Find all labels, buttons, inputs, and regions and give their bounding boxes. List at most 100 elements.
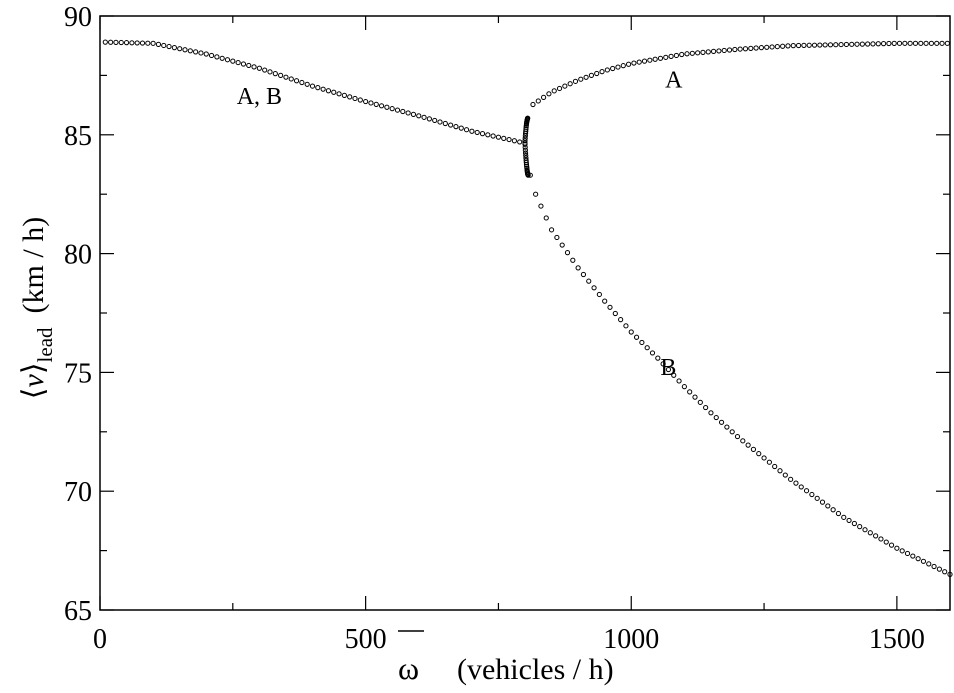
curve-annotation: B <box>660 355 676 381</box>
y-tick-label: 80 <box>64 240 92 271</box>
data-point <box>647 57 653 63</box>
curve-annotation: A, B <box>237 84 282 110</box>
data-point <box>523 161 530 168</box>
y-tick-label: 70 <box>64 477 92 508</box>
data-point <box>947 571 953 577</box>
data-point <box>798 484 804 490</box>
data-point <box>785 43 791 49</box>
x-tick-label: 0 <box>93 624 107 655</box>
data-point <box>171 45 177 51</box>
data-point <box>400 108 406 115</box>
data-point <box>817 42 823 48</box>
data-point <box>628 329 634 335</box>
x-axis-unit: (vehicles / h) <box>457 653 614 686</box>
data-point <box>262 67 268 73</box>
data-point <box>944 40 950 46</box>
data-point <box>801 42 807 49</box>
data-point <box>562 83 568 89</box>
data-point <box>753 45 759 51</box>
data-point <box>883 539 889 545</box>
data-point <box>849 41 855 47</box>
data-point <box>384 104 390 110</box>
data-point <box>394 107 401 113</box>
data-point <box>607 304 613 310</box>
data-point <box>490 133 496 139</box>
data-point <box>835 510 842 517</box>
data-point <box>695 50 701 56</box>
data-point <box>564 250 571 256</box>
data-point <box>907 40 913 46</box>
data-point <box>623 323 629 329</box>
data-point <box>803 488 810 494</box>
data-point <box>272 71 278 77</box>
data-point <box>551 88 557 94</box>
data-point <box>671 372 677 378</box>
data-point <box>766 459 772 465</box>
data-point <box>357 97 363 103</box>
data-point <box>341 92 347 98</box>
data-point <box>769 44 775 50</box>
data-point <box>208 52 215 59</box>
data-point <box>580 271 587 278</box>
data-point <box>750 446 757 452</box>
data-point <box>732 46 738 53</box>
y-axis-label: ⟨v⟩lead (km / h) <box>17 217 57 399</box>
data-point <box>668 53 674 59</box>
y-axis-unit: (km / h) <box>17 217 50 314</box>
data-point <box>352 95 358 102</box>
x-axis-symbol: ω <box>398 650 419 686</box>
data-point <box>631 60 637 66</box>
data-point <box>846 517 852 524</box>
data-point <box>315 85 321 91</box>
data-point <box>182 47 188 53</box>
data-point <box>224 57 231 63</box>
data-point <box>187 48 193 54</box>
data-point <box>129 40 135 46</box>
data-point <box>523 152 529 159</box>
data-point <box>320 86 326 92</box>
data-point <box>102 39 108 45</box>
data-point <box>256 65 262 71</box>
data-point <box>620 63 626 69</box>
data-point <box>859 41 865 47</box>
data-point <box>652 56 658 62</box>
data-point <box>700 49 706 55</box>
data-point <box>814 495 820 501</box>
data-point <box>862 527 868 533</box>
annotations: A, B A B <box>237 67 683 380</box>
data-point <box>442 120 448 127</box>
data-point <box>830 507 836 513</box>
data-point <box>780 43 786 49</box>
data-point <box>575 265 581 271</box>
data-point <box>453 124 459 130</box>
data-point <box>437 119 443 125</box>
data-point <box>718 419 725 425</box>
data-point <box>639 339 645 346</box>
data-point <box>347 94 353 100</box>
data-point <box>155 41 162 47</box>
data-point <box>309 83 316 89</box>
data-point <box>495 134 502 140</box>
data-point <box>867 530 873 536</box>
data-point <box>713 414 719 421</box>
data-point <box>594 70 600 77</box>
data-point <box>618 317 624 323</box>
data-point <box>299 79 305 86</box>
data-point <box>641 58 648 64</box>
data-point <box>599 69 605 75</box>
data-point <box>758 45 765 51</box>
data-point <box>522 141 528 147</box>
data-point <box>278 72 284 79</box>
data-point <box>809 491 815 498</box>
y-tick-label: 90 <box>64 2 92 33</box>
data-point <box>240 61 247 67</box>
data-point <box>368 100 374 106</box>
data-point <box>782 472 788 478</box>
data-point <box>625 61 632 67</box>
data-point <box>636 59 642 65</box>
data-point <box>432 117 438 124</box>
curve-annotation: A <box>665 67 683 93</box>
data-point <box>724 424 730 430</box>
x-tick-label: 1500 <box>869 624 925 655</box>
